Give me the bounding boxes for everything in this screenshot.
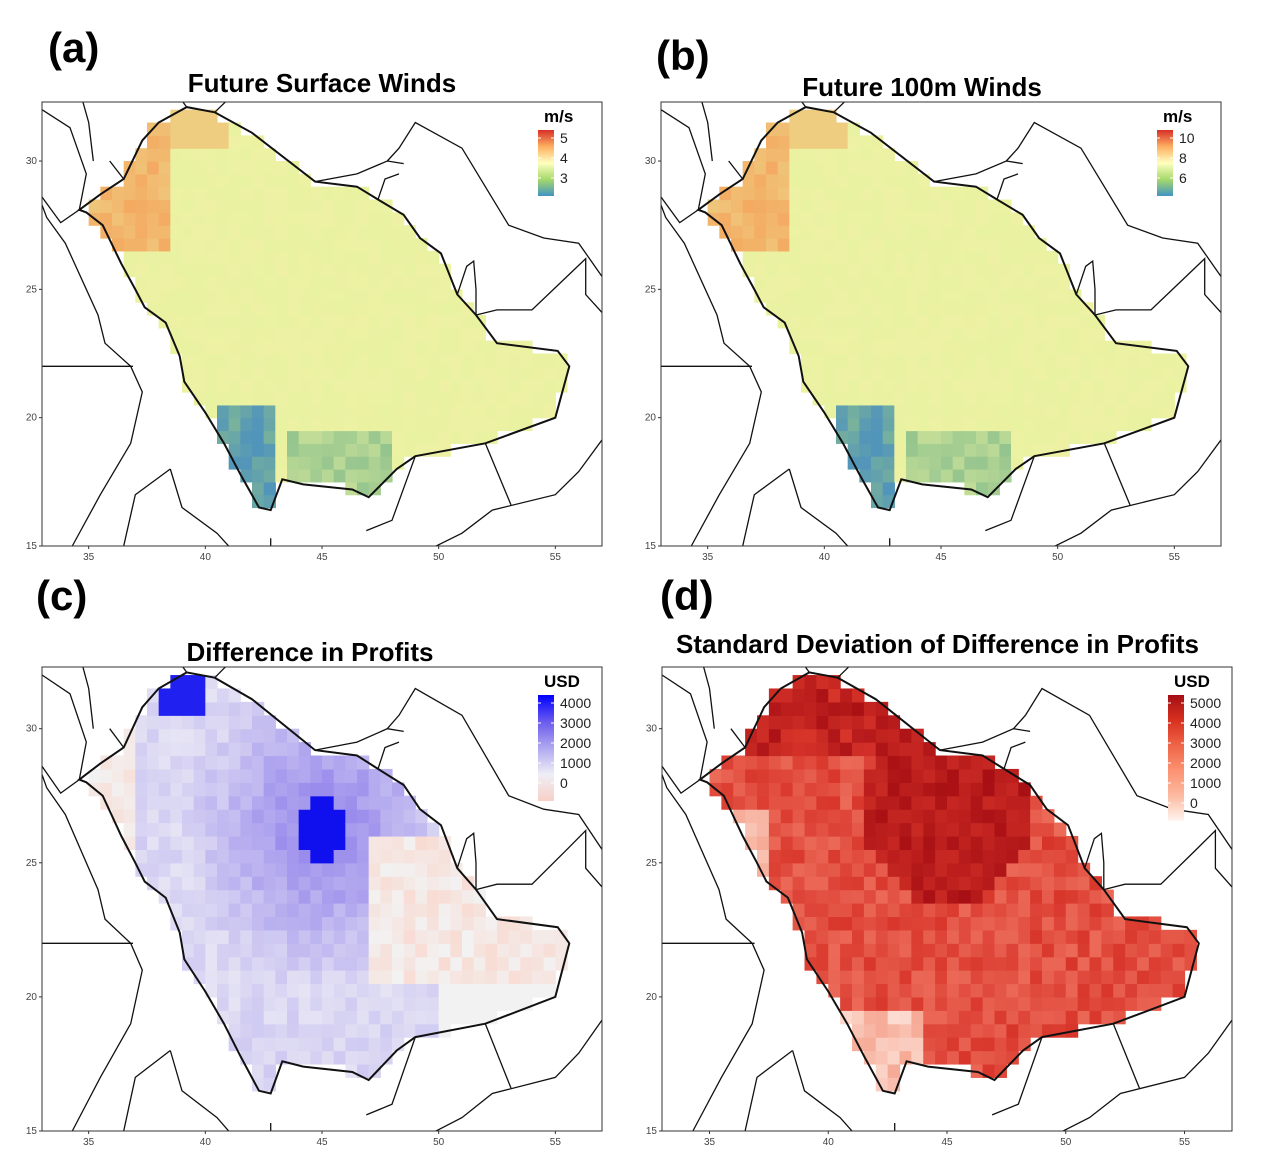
x-tick-label: 40 xyxy=(200,552,212,563)
map-plot: 35 40 45 50 55 30 25 20 15 m/s 10 8 6 xyxy=(637,100,1227,570)
legend-tick-label: 3000 xyxy=(560,715,591,731)
legend-colorbar xyxy=(538,695,554,801)
panel-label: (a) xyxy=(48,24,100,71)
legend-tick-label: 1000 xyxy=(1190,775,1221,791)
y-tick-label: 30 xyxy=(26,156,38,167)
legend: m/s 5 4 3 xyxy=(538,107,573,196)
y-tick-label: 30 xyxy=(646,724,658,735)
country-borders xyxy=(648,100,1227,570)
legend-tick-label: 2000 xyxy=(560,735,591,751)
legend-tick-label: 3 xyxy=(560,170,568,186)
x-tick-label: 50 xyxy=(433,1137,445,1148)
panel-label: (c) xyxy=(36,572,88,619)
y-tick-label: 25 xyxy=(645,284,657,295)
y-tick-label: 15 xyxy=(645,541,657,552)
saudi-border xyxy=(697,671,1200,1095)
legend-tick-label: 3000 xyxy=(1190,735,1221,751)
raster-cells xyxy=(709,675,1197,1092)
y-tick-label: 30 xyxy=(26,724,38,735)
y-tick-label: 25 xyxy=(646,858,658,869)
y-tick-label: 20 xyxy=(26,413,38,424)
x-tick-label: 45 xyxy=(316,1137,328,1148)
y-tick-label: 25 xyxy=(26,858,38,869)
x-tick-label: 50 xyxy=(1060,1137,1072,1148)
panel-title: Future Surface Winds xyxy=(187,68,457,98)
legend-colorbar xyxy=(1168,695,1184,821)
map-plot: 35 40 45 50 55 30 25 20 15 m/s 5 4 3 xyxy=(18,100,608,570)
legend-tick-label: 5 xyxy=(560,130,568,146)
legend-unit: USD xyxy=(1174,672,1210,691)
y-tick-label: 20 xyxy=(646,992,658,1003)
country-borders xyxy=(649,665,1238,1155)
legend-tick-label: 5000 xyxy=(1190,695,1221,711)
saudi-border xyxy=(696,106,1190,512)
raster-cells xyxy=(88,675,568,1092)
y-tick-label: 20 xyxy=(26,992,38,1003)
map-plot: 35 40 45 50 55 30 25 20 15 USD 4000 3000 2000 1000 0 xyxy=(18,665,608,1155)
x-tick-label: 45 xyxy=(316,552,328,563)
country-borders xyxy=(29,100,608,570)
legend: m/s 10 8 6 xyxy=(1157,107,1195,196)
x-tick-label: 45 xyxy=(935,552,947,563)
y-tick-label: 20 xyxy=(645,413,657,424)
x-tick-label: 35 xyxy=(702,552,714,563)
legend-unit: m/s xyxy=(1163,107,1192,126)
panel-title: Future 100m Winds xyxy=(802,72,1042,102)
x-tick-label: 35 xyxy=(704,1137,716,1148)
legend-unit: USD xyxy=(544,672,580,691)
x-tick-label: 35 xyxy=(83,552,95,563)
y-tick-label: 15 xyxy=(26,1126,38,1137)
panel-title: Standard Deviation of Difference in Prof… xyxy=(676,629,1199,659)
x-tick-label: 45 xyxy=(941,1137,953,1148)
y-tick-label: 25 xyxy=(26,284,38,295)
x-tick-label: 55 xyxy=(550,1137,562,1148)
legend-colorbar xyxy=(538,130,554,196)
x-tick-label: 50 xyxy=(1052,552,1064,563)
y-tick-label: 15 xyxy=(26,541,38,552)
panel-label: (d) xyxy=(660,572,714,619)
x-tick-label: 40 xyxy=(819,552,831,563)
legend-colorbar xyxy=(1157,130,1173,196)
legend-tick-label: 0 xyxy=(1190,795,1198,811)
legend-tick-label: 2000 xyxy=(1190,755,1221,771)
x-tick-label: 55 xyxy=(1179,1137,1191,1148)
legend-tick-label: 10 xyxy=(1179,130,1195,146)
x-tick-label: 50 xyxy=(433,552,445,563)
map-plot: 35 40 45 50 55 30 25 20 15 USD 5000 4000 3000 2000 100… xyxy=(638,665,1238,1155)
legend: USD 4000 3000 2000 1000 0 xyxy=(538,672,591,801)
raster-cells xyxy=(707,109,1187,509)
country-borders xyxy=(29,665,608,1155)
y-tick-label: 30 xyxy=(645,156,657,167)
x-tick-label: 40 xyxy=(823,1137,835,1148)
legend: USD 5000 4000 3000 2000 1000 0 xyxy=(1168,672,1221,821)
raster-cells xyxy=(88,109,568,509)
x-tick-label: 55 xyxy=(1169,552,1181,563)
legend-tick-label: 4 xyxy=(560,150,568,166)
legend-tick-label: 4000 xyxy=(1190,715,1221,731)
saudi-border xyxy=(77,671,571,1095)
legend-unit: m/s xyxy=(544,107,573,126)
legend-tick-label: 4000 xyxy=(560,695,591,711)
y-tick-label: 15 xyxy=(646,1126,658,1137)
legend-tick-label: 8 xyxy=(1179,150,1187,166)
x-tick-label: 40 xyxy=(200,1137,212,1148)
legend-tick-label: 1000 xyxy=(560,755,591,771)
x-tick-label: 55 xyxy=(550,552,562,563)
saudi-border xyxy=(77,106,571,512)
panel-title: Difference in Profits xyxy=(186,637,434,667)
legend-tick-label: 0 xyxy=(560,775,568,791)
panel-label: (b) xyxy=(656,32,710,79)
x-tick-label: 35 xyxy=(83,1137,95,1148)
legend-tick-label: 6 xyxy=(1179,170,1187,186)
